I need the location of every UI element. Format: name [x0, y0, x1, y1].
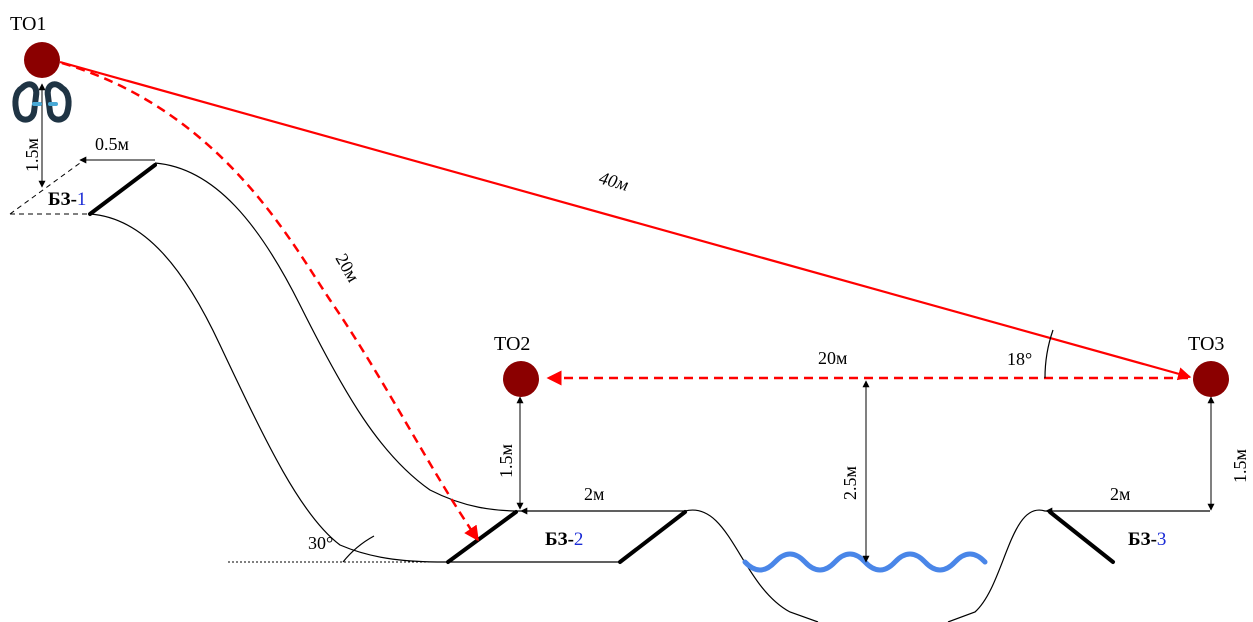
h-to2-label: 1.5м	[496, 444, 516, 478]
bz1-label: БЗ-1	[48, 189, 86, 210]
h-water-label: 2.5м	[840, 466, 860, 500]
dimension-lines	[38, 83, 1215, 563]
to1-label: ТО1	[10, 13, 46, 35]
to2-point	[503, 361, 539, 397]
diag-len-label: 40м	[597, 168, 631, 195]
to1-point	[24, 42, 60, 78]
gorge-profile	[684, 509, 1210, 622]
carabiner-icon	[12, 81, 72, 123]
w-bz2-label: 2м	[584, 484, 604, 504]
slope-len-label: 20м	[332, 250, 364, 285]
to3-label: ТО3	[1188, 333, 1224, 355]
w-bz1-label: 0.5м	[95, 134, 129, 154]
angle-arc-30	[342, 535, 375, 563]
angle-arc-18	[1044, 329, 1054, 379]
h-to3-label: 1.5м	[1230, 449, 1250, 483]
bz3-label: БЗ-3	[1128, 529, 1166, 550]
rope-diagonal-40m	[59, 60, 1192, 381]
to3-point	[1193, 361, 1229, 397]
angle-to3-label: 18°	[1007, 349, 1032, 369]
bz2-label: БЗ-2	[545, 529, 583, 550]
angle-slope-label: 30°	[308, 533, 333, 553]
bz1-boundary	[88, 163, 157, 216]
bz2-left-boundary	[446, 510, 518, 564]
bz2-right-boundary	[618, 510, 687, 564]
slope-upper-profile	[154, 162, 685, 512]
zone-boundaries	[88, 163, 1115, 564]
bz1-dashed-base	[9, 162, 90, 215]
w-bz3-label: 2м	[1110, 484, 1130, 504]
water-wave	[742, 551, 988, 573]
slope-lower-profile	[89, 213, 620, 563]
bz3-boundary	[1048, 510, 1115, 564]
h-to1-label: 1.5м	[22, 138, 42, 172]
rope-slope-20m	[61, 61, 480, 542]
terrain	[89, 162, 1210, 622]
horiz-len-label: 20м	[818, 348, 847, 368]
to2-label: ТО2	[494, 333, 530, 355]
